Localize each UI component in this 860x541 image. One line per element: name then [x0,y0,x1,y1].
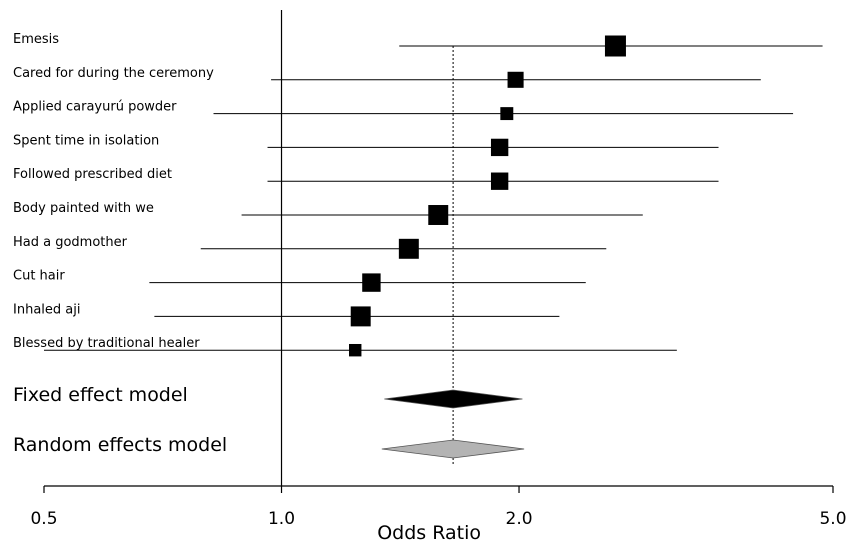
study-label: Had a godmother [13,235,128,250]
study-label: Body painted with we [13,201,154,216]
study-row: Spent time in isolation [13,133,719,157]
model-row: Fixed effect model [13,384,523,409]
study-label: Blessed by traditional healer [13,336,200,351]
model-label: Fixed effect model [13,384,188,406]
study-label: Followed prescribed diet [13,167,172,182]
study-label: Applied carayurú powder [13,100,177,115]
x-axis: 0.5 1.0 2.0 5.0 [30,485,847,529]
model-row: Random effects model [13,434,525,459]
model-label: Random effects model [13,434,227,456]
study-label: Cared for during the ceremony [13,66,214,81]
effect-square [490,138,509,157]
effect-square [428,205,449,225]
effect-square [362,273,381,292]
x-tick-label: 5.0 [819,509,846,529]
effect-square [350,306,371,327]
study-label: Spent time in isolation [13,133,159,148]
summary-diamond [381,439,525,459]
study-label: Cut hair [13,269,65,284]
study-row: Had a godmother [13,235,607,259]
study-row: Followed prescribed diet [13,167,719,190]
study-rows: Emesis Cared for during the ceremony Appli… [13,32,823,357]
study-row: Body painted with we [13,201,643,225]
effect-square [349,343,362,357]
study-row: Blessed by traditional healer [13,336,677,357]
x-tick-label: 2.0 [506,509,533,529]
x-tick-label: 1.0 [268,509,295,529]
effect-square [604,35,626,57]
effect-square [398,238,419,259]
study-row: Cared for during the ceremony [13,66,761,88]
study-row: Applied carayurú powder [13,100,794,121]
effect-square [490,172,509,190]
model-rows: Fixed effect model Random effects model [13,384,525,459]
study-row: Inhaled aji [13,302,560,327]
summary-diamond [384,389,523,409]
study-row: Cut hair [13,269,586,292]
effect-square [507,71,524,88]
study-row: Emesis [13,32,823,57]
x-tick-label: 0.5 [30,509,57,529]
x-axis-title: Odds Ratio [377,522,481,541]
study-label: Inhaled aji [13,302,80,317]
study-label: Emesis [13,32,59,47]
effect-square [500,107,514,121]
